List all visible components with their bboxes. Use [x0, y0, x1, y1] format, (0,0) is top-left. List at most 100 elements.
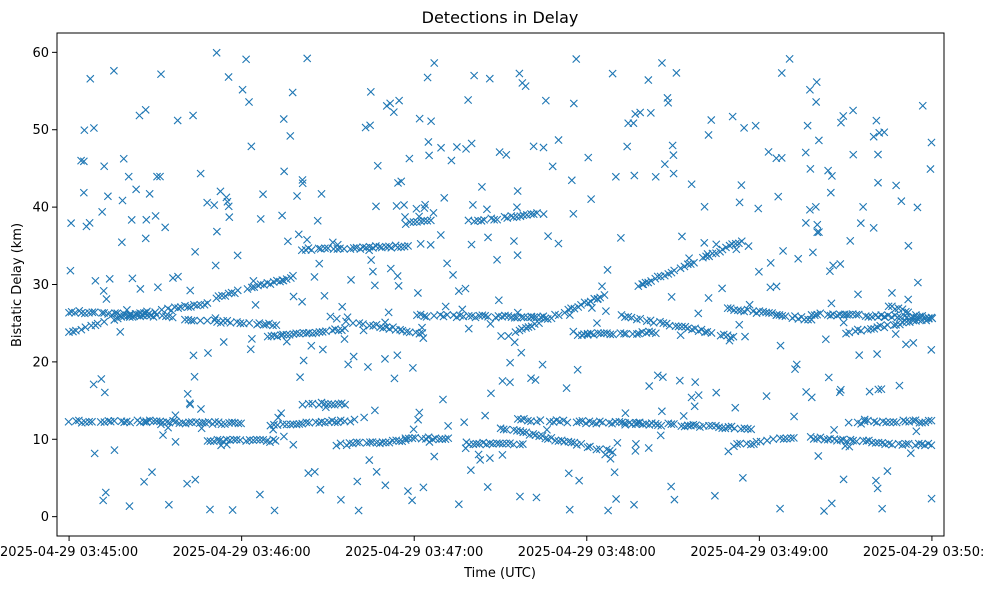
- detection-point: [427, 117, 436, 126]
- detection-point: [569, 327, 578, 336]
- detection-point: [420, 312, 429, 321]
- detection-point: [794, 254, 803, 263]
- detection-point: [718, 424, 727, 433]
- detection-point: [305, 418, 314, 427]
- detection-point: [498, 376, 507, 385]
- detection-point: [332, 441, 341, 450]
- detection-point: [359, 243, 368, 252]
- detection-point: [499, 425, 508, 434]
- detection-point: [330, 418, 339, 427]
- detection-point: [704, 421, 713, 430]
- detection-point: [634, 282, 643, 291]
- detection-point: [824, 166, 833, 175]
- detection-point: [77, 156, 86, 165]
- detection-point: [494, 296, 503, 305]
- detection-point: [221, 292, 230, 300]
- detection-point: [852, 437, 861, 446]
- detection-point: [645, 382, 654, 391]
- detection-point: [413, 288, 422, 297]
- detection-point: [302, 329, 311, 338]
- detection-point: [608, 448, 617, 457]
- detection-point: [775, 310, 784, 319]
- detection-point: [255, 435, 264, 444]
- detection-point: [404, 241, 413, 250]
- detection-point: [428, 435, 437, 444]
- detection-point: [587, 303, 596, 312]
- detection-point: [443, 310, 452, 319]
- detection-point: [183, 479, 192, 488]
- detection-point: [671, 322, 680, 331]
- detection-point: [307, 246, 316, 255]
- detection-point: [657, 58, 666, 67]
- detection-point: [772, 310, 781, 319]
- detection-point: [898, 305, 907, 314]
- detection-point: [211, 261, 220, 270]
- detection-point: [219, 316, 228, 325]
- detection-point: [603, 265, 612, 274]
- detection-point: [516, 212, 525, 221]
- detection-point: [365, 246, 374, 255]
- detection-point: [660, 160, 669, 169]
- detection-point: [85, 417, 94, 426]
- detection-point: [395, 96, 404, 105]
- detection-point: [897, 197, 906, 206]
- detection-point: [598, 282, 607, 291]
- detection-point: [310, 272, 319, 281]
- detection-point: [700, 238, 709, 247]
- detection-point: [409, 425, 418, 434]
- detection-point: [617, 418, 626, 427]
- detection-point: [657, 421, 666, 430]
- detection-point: [864, 312, 873, 321]
- detection-point: [466, 466, 475, 475]
- detection-point: [830, 425, 839, 434]
- detection-point: [535, 432, 544, 441]
- detection-point: [613, 438, 622, 447]
- detection-point: [247, 283, 256, 292]
- detection-point: [430, 311, 439, 320]
- detection-point: [876, 321, 885, 330]
- detection-point: [189, 316, 198, 325]
- detection-point: [289, 330, 298, 339]
- detection-point: [464, 311, 473, 320]
- detection-point: [564, 469, 573, 478]
- detection-point: [153, 283, 162, 292]
- detection-point: [458, 305, 467, 314]
- detection-point: [127, 215, 136, 224]
- detection-point: [826, 311, 835, 320]
- detection-point: [606, 454, 615, 463]
- x-axis-label: Time (UTC): [463, 566, 536, 581]
- detection-point: [186, 286, 195, 295]
- detection-point: [441, 435, 450, 444]
- detection-point: [152, 417, 161, 426]
- detection-point: [279, 432, 288, 441]
- detection-point: [286, 131, 295, 140]
- detection-point: [327, 400, 336, 409]
- detection-point: [486, 319, 495, 328]
- detection-point: [217, 420, 226, 429]
- detection-point: [768, 309, 777, 318]
- detection-point: [511, 328, 520, 337]
- detection-point: [493, 255, 502, 264]
- detection-point: [153, 172, 162, 181]
- detection-point: [185, 418, 194, 427]
- detection-point: [826, 188, 835, 197]
- detection-point: [380, 354, 389, 363]
- detection-point: [646, 108, 655, 117]
- detection-point: [424, 433, 433, 442]
- detection-point: [830, 435, 839, 444]
- detection-point: [86, 74, 95, 83]
- detection-point: [252, 435, 261, 444]
- detection-point: [524, 323, 533, 332]
- detection-point: [484, 233, 492, 242]
- detection-point: [213, 435, 222, 444]
- detection-point: [120, 418, 129, 427]
- detection-point: [622, 329, 631, 338]
- detection-point: [764, 147, 773, 156]
- detection-point: [789, 433, 798, 442]
- detection-point: [738, 473, 747, 482]
- detection-point: [429, 208, 438, 217]
- detection-point: [315, 328, 324, 337]
- detection-point: [270, 331, 279, 340]
- detection-point: [481, 411, 490, 420]
